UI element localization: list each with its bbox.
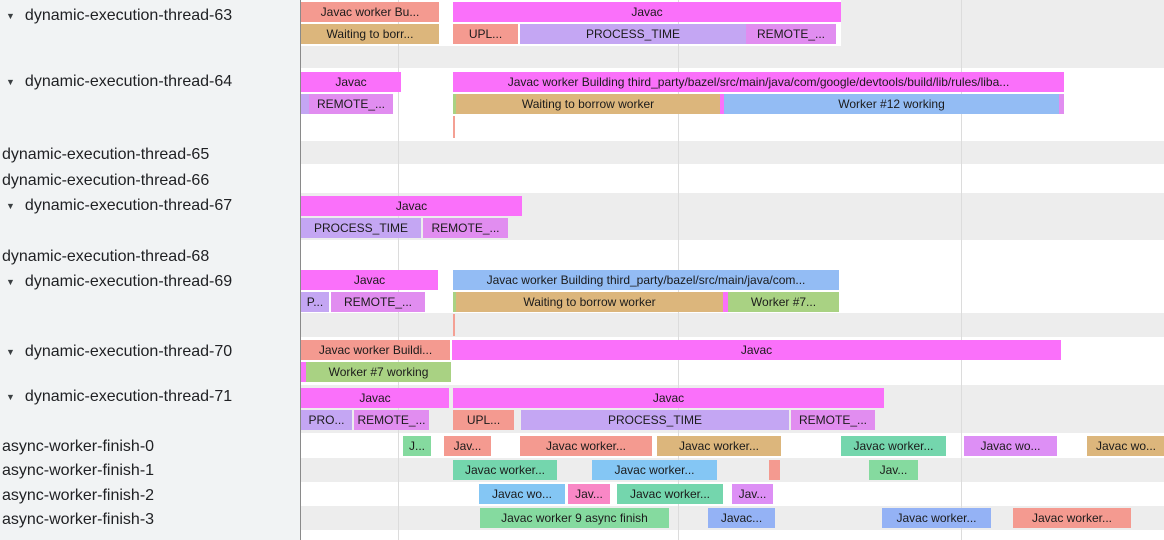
timeline-slice[interactable] [301, 362, 306, 382]
timeline-slice[interactable]: Javac [452, 340, 1061, 360]
thread-label-sidebar: ▼ dynamic-execution-thread-63 ▼ dynamic-exe… [0, 0, 300, 540]
thread-label: async-worker-finish-1 [2, 462, 155, 479]
timeline-slice[interactable]: REMOTE_... [309, 94, 393, 114]
timeline-slice[interactable]: UPL... [453, 24, 518, 44]
timeline-slice[interactable]: Worker #7 working [306, 362, 451, 382]
expand-triangle-icon[interactable]: ▼ [6, 392, 15, 402]
timeline-slice[interactable]: UPL... [453, 410, 514, 430]
timeline-slice[interactable]: REMOTE_... [354, 410, 429, 430]
timeline-slice[interactable]: Worker #12 working [724, 94, 1059, 114]
timeline-slice[interactable]: PROCESS_TIME [521, 410, 789, 430]
timeline-slice[interactable]: REMOTE_... [331, 292, 425, 312]
thread-label: async-worker-finish-2 [2, 487, 155, 504]
thread-label: async-worker-finish-0 [2, 438, 155, 455]
track-shade-band [841, 0, 1164, 68]
timeline-slice[interactable]: Javac worker... [453, 460, 557, 480]
timeline-slice[interactable]: P... [301, 292, 329, 312]
sidebar-item-async-worker-finish-1[interactable]: async-worker-finish-1 [2, 460, 154, 482]
timeline-slice[interactable] [453, 94, 456, 114]
timeline-slice[interactable]: Jav... [732, 484, 773, 504]
thread-label: dynamic-execution-thread-63 [24, 7, 233, 24]
timeline-slice[interactable]: Javac... [708, 508, 775, 528]
timeline-slice[interactable]: Javac [301, 72, 401, 92]
thread-label: async-worker-finish-3 [2, 511, 155, 528]
expand-triangle-icon[interactable]: ▼ [6, 201, 15, 211]
sidebar-item-dynamic-execution-thread-70[interactable]: ▼ dynamic-execution-thread-70 [0, 341, 232, 363]
expand-triangle-icon[interactable]: ▼ [6, 11, 15, 21]
timeline-slice[interactable]: Javac [453, 388, 884, 408]
timeline-slice[interactable]: Javac worker 9 async finish [480, 508, 669, 528]
timeline-slice[interactable]: REMOTE_... [791, 410, 875, 430]
timeline-slice[interactable]: Waiting to borrow worker [456, 292, 723, 312]
timeline-slice[interactable]: Javac worker... [617, 484, 723, 504]
timeline-slice[interactable]: Javac worker... [520, 436, 652, 456]
sidebar-item-dynamic-execution-thread-64[interactable]: ▼ dynamic-execution-thread-64 [0, 71, 232, 93]
track-shade-band [301, 141, 1164, 164]
timeline-slice[interactable]: Javac [301, 196, 522, 216]
track-shade-band [301, 313, 1164, 337]
timeline-slice[interactable] [769, 460, 780, 480]
timeline-slice[interactable]: Javac wo... [479, 484, 565, 504]
timeline-slice[interactable]: PROCESS_TIME [301, 218, 421, 238]
timeline-slice[interactable]: Javac worker... [1013, 508, 1131, 528]
timeline-slice[interactable]: Jav... [869, 460, 918, 480]
timeline-slice[interactable]: PRO... [301, 410, 352, 430]
expand-triangle-icon[interactable]: ▼ [6, 347, 15, 357]
timeline-slice[interactable]: J... [403, 436, 431, 456]
expand-triangle-icon[interactable]: ▼ [6, 277, 15, 287]
tiny-slice-tick[interactable] [453, 314, 455, 336]
expand-triangle-icon[interactable]: ▼ [6, 77, 15, 87]
timeline-slice[interactable] [720, 94, 724, 114]
timeline-slice[interactable]: Javac [301, 270, 438, 290]
sidebar-item-dynamic-execution-thread-65[interactable]: dynamic-execution-thread-65 [2, 144, 209, 166]
timeline-slice[interactable]: Jav... [568, 484, 610, 504]
sidebar-item-dynamic-execution-thread-66[interactable]: dynamic-execution-thread-66 [2, 170, 209, 192]
thread-label: dynamic-execution-thread-70 [24, 343, 233, 360]
thread-label: dynamic-execution-thread-69 [24, 273, 233, 290]
tiny-slice-tick[interactable] [453, 116, 455, 138]
sidebar-item-dynamic-execution-thread-71[interactable]: ▼ dynamic-execution-thread-71 [0, 386, 232, 408]
thread-label: dynamic-execution-thread-64 [24, 73, 233, 90]
timeline-slice[interactable]: Javac [453, 2, 841, 22]
timeline-slice[interactable]: Javac wo... [964, 436, 1057, 456]
sidebar-item-dynamic-execution-thread-63[interactable]: ▼ dynamic-execution-thread-63 [0, 5, 232, 27]
sidebar-item-async-worker-finish-0[interactable]: async-worker-finish-0 [2, 436, 154, 458]
timeline-slice[interactable]: Waiting to borrow worker [456, 94, 720, 114]
timeline-slice[interactable]: Worker #7... [728, 292, 839, 312]
time-gridline [961, 0, 962, 540]
timeline-slice[interactable] [453, 292, 456, 312]
timeline-slice[interactable]: REMOTE_... [746, 24, 836, 44]
timeline-slice[interactable]: Javac worker... [657, 436, 781, 456]
timeline-slice[interactable]: Javac worker Bu... [301, 2, 439, 22]
thread-label: dynamic-execution-thread-71 [24, 388, 233, 405]
timeline-slice[interactable]: Javac worker Building third_party/bazel/… [453, 72, 1064, 92]
sidebar-item-async-worker-finish-3[interactable]: async-worker-finish-3 [2, 509, 154, 531]
timeline-slice[interactable] [1059, 94, 1064, 114]
sidebar-item-dynamic-execution-thread-67[interactable]: ▼ dynamic-execution-thread-67 [0, 195, 232, 217]
sidebar-item-dynamic-execution-thread-68[interactable]: dynamic-execution-thread-68 [2, 246, 209, 268]
sidebar-item-dynamic-execution-thread-69[interactable]: ▼ dynamic-execution-thread-69 [0, 271, 232, 293]
timeline-slice[interactable]: REMOTE_... [423, 218, 508, 238]
timeline-slice[interactable]: Javac [301, 388, 449, 408]
thread-label: dynamic-execution-thread-66 [2, 172, 210, 189]
timeline-slice[interactable]: Javac worker Buildi... [301, 340, 450, 360]
thread-label: dynamic-execution-thread-67 [24, 197, 233, 214]
thread-label: dynamic-execution-thread-68 [2, 248, 210, 265]
timeline-slice[interactable] [723, 292, 728, 312]
sidebar-item-async-worker-finish-2[interactable]: async-worker-finish-2 [2, 485, 154, 507]
timeline-slice[interactable]: Javac wo... [1087, 436, 1164, 456]
timeline-slice[interactable]: Javac worker... [841, 436, 946, 456]
thread-label: dynamic-execution-thread-65 [2, 146, 210, 163]
timeline-slice[interactable]: Jav... [444, 436, 491, 456]
timeline-slice[interactable]: PROCESS_TIME [520, 24, 746, 44]
timeline-slice[interactable]: Javac worker... [592, 460, 717, 480]
timeline-slice[interactable]: Waiting to borr... [301, 24, 439, 44]
track-shade-band [301, 458, 1164, 482]
timeline-canvas: Javac worker Bu... Javac Waiting to borr..… [300, 0, 1164, 540]
timeline-slice[interactable]: Javac worker... [882, 508, 991, 528]
timeline-slice[interactable] [301, 94, 309, 114]
track-shade-band [301, 46, 841, 68]
timeline-slice[interactable]: Javac worker Building third_party/bazel/… [453, 270, 839, 290]
